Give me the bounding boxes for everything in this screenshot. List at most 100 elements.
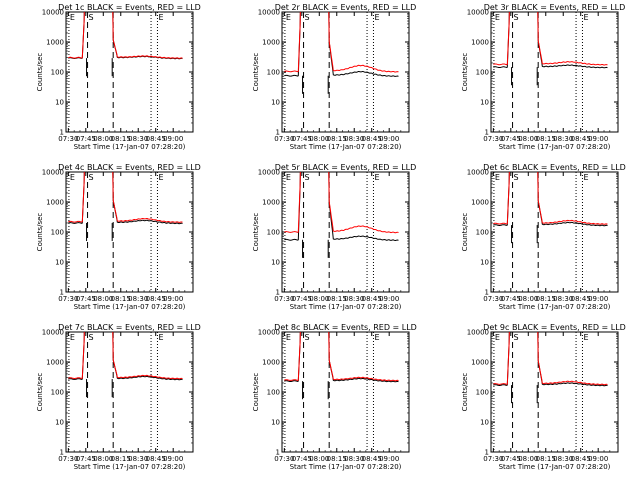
x-tick-label: 08:45: [571, 135, 591, 143]
x-tick-label: 07:30: [483, 295, 503, 303]
x-tick-label: 09:00: [163, 295, 183, 303]
panel-title: Det 1c BLACK = Events, RED = LLD: [58, 3, 201, 12]
marker-label: S: [305, 13, 310, 22]
x-tick-label: 08:00: [93, 455, 113, 463]
x-tick-label: 07:30: [58, 295, 78, 303]
plot-frame: [490, 331, 619, 453]
marker-label: S: [305, 173, 310, 182]
panel-title: Det 7c BLACK = Events, RED = LLD: [58, 323, 201, 332]
y-tick-label: 10000: [258, 169, 280, 177]
plot-frame: [490, 171, 619, 293]
lld-series-line: [284, 332, 399, 382]
lld-series-line: [284, 172, 399, 234]
x-tick-label: 08:00: [518, 295, 538, 303]
panel-det-8: Det 8c BLACK = Events, RED = LLD 1 10 100 10…: [252, 323, 417, 471]
lld-series-line: [493, 172, 608, 225]
y-tick-label: 1: [60, 449, 64, 457]
panel-det-9: Det 9c BLACK = Events, RED = LLD 1 10 100 10…: [461, 323, 626, 471]
x-tick-label: 08:30: [553, 135, 573, 143]
marker-label: E: [495, 333, 500, 342]
y-axis-title: Counts/sec: [252, 213, 260, 252]
y-tick-label: 10000: [467, 169, 489, 177]
y-tick-label: 1000: [46, 39, 64, 47]
marker-label: E: [70, 13, 75, 22]
y-tick-label: 100: [51, 229, 64, 237]
plot-frame: [65, 171, 194, 293]
y-tick-label: 100: [476, 69, 489, 77]
y-tick-label: 1: [276, 129, 280, 137]
marker-label: E: [495, 173, 500, 182]
x-tick-label: 07:30: [274, 135, 294, 143]
events-series-line: [284, 332, 399, 383]
lld-series-line: [493, 332, 608, 386]
plot-frame: [65, 11, 194, 133]
x-tick-label: 08:30: [553, 295, 573, 303]
y-tick-label: 10000: [258, 329, 280, 337]
y-tick-label: 100: [267, 229, 280, 237]
x-tick-label: 08:30: [128, 295, 148, 303]
x-tick-label: 08:30: [344, 135, 364, 143]
y-tick-label: 1000: [262, 199, 280, 207]
y-tick-label: 1000: [46, 359, 64, 367]
marker-label: E: [70, 333, 75, 342]
marker-label: E: [495, 13, 500, 22]
y-tick-label: 100: [267, 389, 280, 397]
x-axis-title: Start Time (17-Jan-07 07:28:20): [74, 143, 186, 151]
x-tick-label: 08:45: [146, 295, 166, 303]
x-tick-label: 07:45: [292, 135, 312, 143]
panel-title: Det 9c BLACK = Events, RED = LLD: [483, 323, 626, 332]
plot-frame: [281, 331, 410, 453]
panel-title: Det 5r BLACK = Events, RED = LLD: [275, 163, 417, 172]
x-tick-label: 08:15: [111, 295, 131, 303]
y-tick-label: 1: [485, 449, 489, 457]
y-tick-label: 1000: [46, 199, 64, 207]
y-tick-label: 100: [476, 229, 489, 237]
panel-det-2: Det 2r BLACK = Events, RED = LLD 1 10 100 10…: [252, 3, 417, 151]
x-tick-label: 08:00: [93, 295, 113, 303]
marker-label: E: [286, 333, 291, 342]
events-series-line: [493, 12, 608, 69]
x-tick-label: 07:45: [76, 135, 96, 143]
x-tick-label: 08:00: [518, 455, 538, 463]
panel-title: Det 2r BLACK = Events, RED = LLD: [275, 3, 417, 12]
x-tick-label: 09:00: [379, 455, 399, 463]
events-series-line: [493, 332, 608, 387]
y-tick-label: 100: [51, 69, 64, 77]
y-tick-label: 10: [55, 99, 64, 107]
x-tick-label: 08:30: [128, 455, 148, 463]
plot-frame: [490, 11, 619, 133]
x-tick-label: 07:45: [292, 295, 312, 303]
x-tick-label: 08:15: [111, 455, 131, 463]
y-tick-label: 1000: [471, 39, 489, 47]
x-tick-label: 08:45: [362, 455, 382, 463]
x-tick-label: 07:45: [76, 295, 96, 303]
panel-det-4: Det 4c BLACK = Events, RED = LLD 1 10 100 10…: [36, 163, 201, 311]
marker-label: E: [158, 13, 163, 22]
y-axis-title: Counts/sec: [36, 213, 44, 252]
x-axis-title: Start Time (17-Jan-07 07:28:20): [499, 143, 611, 151]
x-tick-label: 09:00: [163, 455, 183, 463]
marker-label: E: [286, 13, 291, 22]
panel-det-7: Det 7c BLACK = Events, RED = LLD 1 10 100 10…: [36, 323, 201, 471]
y-axis-title: Counts/sec: [461, 373, 469, 412]
y-tick-label: 10000: [42, 169, 64, 177]
x-tick-label: 07:30: [58, 455, 78, 463]
x-tick-label: 08:15: [536, 455, 556, 463]
y-tick-label: 10: [480, 259, 489, 267]
x-axis-title: Start Time (17-Jan-07 07:28:20): [499, 463, 611, 471]
panel-det-5: Det 5r BLACK = Events, RED = LLD 1 10 100 10…: [252, 163, 417, 311]
x-tick-label: 07:45: [501, 455, 521, 463]
x-tick-label: 08:30: [344, 455, 364, 463]
events-series-line: [68, 332, 183, 381]
marker-label: E: [158, 333, 163, 342]
marker-label: E: [374, 173, 379, 182]
marker-label: S: [89, 333, 94, 342]
marker-label: E: [374, 333, 379, 342]
panel-det-1: Det 1c BLACK = Events, RED = LLD 1 10 100 10…: [36, 3, 201, 151]
x-tick-label: 07:45: [501, 295, 521, 303]
y-tick-label: 1000: [471, 359, 489, 367]
y-tick-label: 10: [55, 259, 64, 267]
x-tick-label: 08:00: [518, 135, 538, 143]
marker-label: S: [514, 333, 519, 342]
